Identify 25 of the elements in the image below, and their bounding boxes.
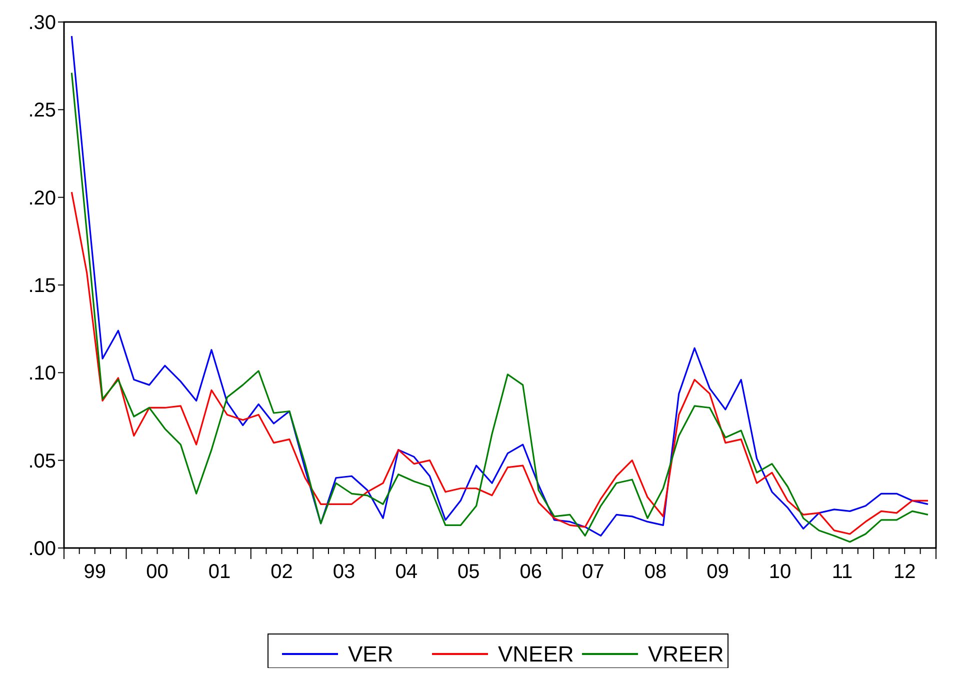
legend-label: VNEER (498, 642, 574, 667)
x-tick-label: 10 (768, 561, 792, 583)
x-tick-label: 07 (582, 561, 604, 583)
y-tick-label: .20 (28, 187, 56, 210)
legend-label: VER (348, 642, 394, 667)
y-tick-label: .00 (28, 538, 56, 560)
legend-label: VREER (648, 642, 724, 667)
y-tick-label: .30 (28, 12, 56, 34)
x-tick-label: 11 (832, 561, 853, 583)
x-tick-label: 00 (146, 561, 168, 583)
x-tick-label: 08 (644, 561, 667, 583)
x-tick-label: 05 (458, 561, 480, 583)
line-series (70, 191, 929, 535)
y-tick-label: .15 (28, 275, 56, 297)
x-tick-label: 04 (395, 561, 418, 583)
x-tick-label: 09 (706, 561, 729, 583)
y-tick-label: .05 (28, 450, 56, 472)
x-tick-label: 06 (520, 561, 542, 583)
x-tick-label: 03 (332, 561, 356, 583)
x-tick-label: 99 (84, 561, 106, 583)
x-tick-label: 12 (894, 561, 916, 583)
y-tick-label: .25 (28, 100, 56, 122)
y-tick-label: .10 (28, 362, 56, 385)
x-tick-label: 02 (270, 561, 293, 583)
x-tick-label: 01 (208, 561, 231, 583)
